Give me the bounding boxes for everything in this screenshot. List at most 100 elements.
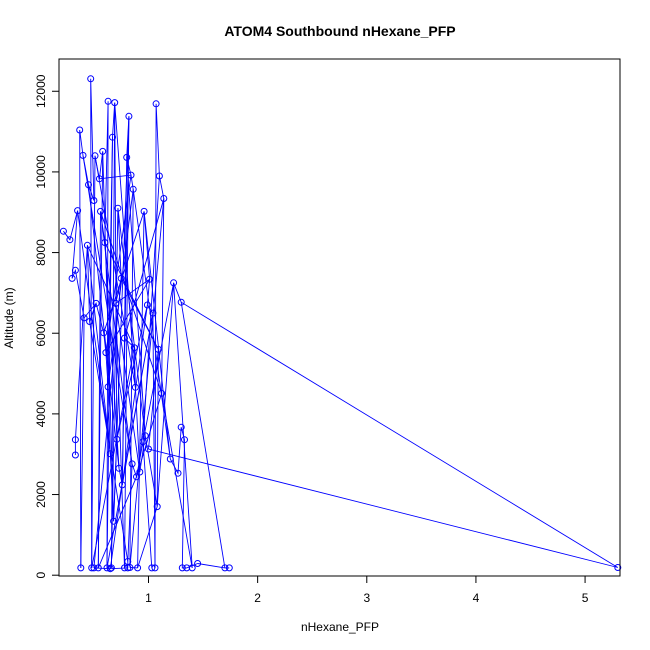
data-point-30 xyxy=(123,153,131,161)
x-tick-label: 1 xyxy=(145,591,152,605)
data-point-34 xyxy=(134,564,142,572)
data-point-2 xyxy=(66,236,74,244)
series-line-segment-21 xyxy=(88,184,159,568)
y-tick-label: 8000 xyxy=(34,239,48,266)
data-point-41 xyxy=(160,195,168,202)
data-point-11 xyxy=(90,197,98,204)
data-point-22 xyxy=(109,133,116,141)
series-line-segment-24 xyxy=(137,175,175,569)
data-point-74 xyxy=(83,241,91,249)
x-axis-label: nHexane_PFP xyxy=(301,620,379,634)
chart-title: ATOM4 Southbound nHexane_PFP xyxy=(224,23,455,39)
plot-frame xyxy=(58,58,621,577)
x-tick-label: 4 xyxy=(473,591,480,605)
data-point-64 xyxy=(118,481,126,489)
data-point-40 xyxy=(155,172,163,180)
data-point-50 xyxy=(181,436,188,444)
data-point-45 xyxy=(614,564,622,571)
data-point-27 xyxy=(112,299,120,307)
data-point-48 xyxy=(174,469,182,477)
series-line-segment-22 xyxy=(94,102,148,569)
series-line-segment-16 xyxy=(77,210,135,568)
data-point-17 xyxy=(94,564,102,572)
data-point-66 xyxy=(113,435,121,443)
data-point-6 xyxy=(80,314,88,322)
data-point-62 xyxy=(130,344,138,352)
data-point-43 xyxy=(170,279,178,287)
data-point-28 xyxy=(121,564,128,572)
data-point-83 xyxy=(139,438,147,446)
data-point-26 xyxy=(117,274,125,282)
data-point-19 xyxy=(101,239,109,246)
data-point-73 xyxy=(86,318,94,325)
data-point-12 xyxy=(87,75,95,83)
data-point-71 xyxy=(100,329,108,337)
x-tick-label: 3 xyxy=(363,591,370,605)
y-tick-label: 2000 xyxy=(34,481,48,508)
data-point-8 xyxy=(76,126,84,134)
data-point-15 xyxy=(95,175,103,183)
data-point-14 xyxy=(91,152,99,160)
data-point-5 xyxy=(71,266,79,274)
data-point-42 xyxy=(151,564,159,572)
data-point-55 xyxy=(225,564,233,572)
data-point-18 xyxy=(97,207,104,215)
data-point-58 xyxy=(153,503,161,511)
data-point-72 xyxy=(92,299,100,307)
data-point-16 xyxy=(99,147,107,155)
data-point-47 xyxy=(166,455,174,463)
x-tick-label: 2 xyxy=(254,591,261,605)
data-point-10 xyxy=(85,181,92,189)
y-tick-label: 4000 xyxy=(34,400,48,427)
data-point-75 xyxy=(71,436,79,444)
data-point-77 xyxy=(90,564,98,572)
data-point-60 xyxy=(136,468,144,476)
series-line-segment-13 xyxy=(169,427,198,569)
data-point-84 xyxy=(148,564,156,572)
data-point-78 xyxy=(106,565,114,573)
data-point-3 xyxy=(74,207,82,215)
data-point-38 xyxy=(149,309,157,317)
data-point-29 xyxy=(125,112,133,120)
y-tick-label: 6000 xyxy=(34,320,48,347)
data-point-9 xyxy=(79,151,87,159)
data-point-44 xyxy=(177,298,185,306)
data-point-59 xyxy=(141,432,149,440)
series-line-segment-23 xyxy=(82,155,163,569)
data-point-76 xyxy=(71,451,79,459)
series-line-segment-17 xyxy=(99,174,150,473)
data-point-21 xyxy=(103,564,111,572)
data-point-56 xyxy=(145,445,152,453)
data-point-81 xyxy=(128,460,136,468)
data-point-85 xyxy=(183,564,191,572)
data-point-49 xyxy=(177,423,185,431)
data-point-70 xyxy=(102,349,110,357)
data-point-80 xyxy=(124,558,132,565)
data-point-54 xyxy=(221,564,229,572)
data-point-53 xyxy=(194,560,202,567)
series-line-segment-19 xyxy=(103,137,171,460)
data-point-67 xyxy=(110,517,118,525)
data-point-65 xyxy=(115,464,123,472)
data-point-37 xyxy=(143,301,151,309)
data-point-7 xyxy=(77,564,85,572)
data-point-1 xyxy=(59,227,67,235)
y-tick-label: 0 xyxy=(34,572,48,579)
data-point-68 xyxy=(106,450,114,458)
y-tick-label: 10000 xyxy=(34,155,48,189)
series-line-segment-5 xyxy=(106,102,116,568)
data-point-36 xyxy=(146,275,154,283)
data-point-25 xyxy=(114,204,122,212)
x-tick-label: 5 xyxy=(582,591,589,605)
data-point-13 xyxy=(88,564,96,572)
data-point-39 xyxy=(152,100,160,108)
data-point-63 xyxy=(121,334,128,342)
data-point-82 xyxy=(133,473,140,481)
data-point-32 xyxy=(129,185,137,193)
data-point-57 xyxy=(154,345,162,353)
series-line-segment-15 xyxy=(180,302,226,568)
series-points xyxy=(59,75,622,573)
data-point-20 xyxy=(104,97,112,105)
